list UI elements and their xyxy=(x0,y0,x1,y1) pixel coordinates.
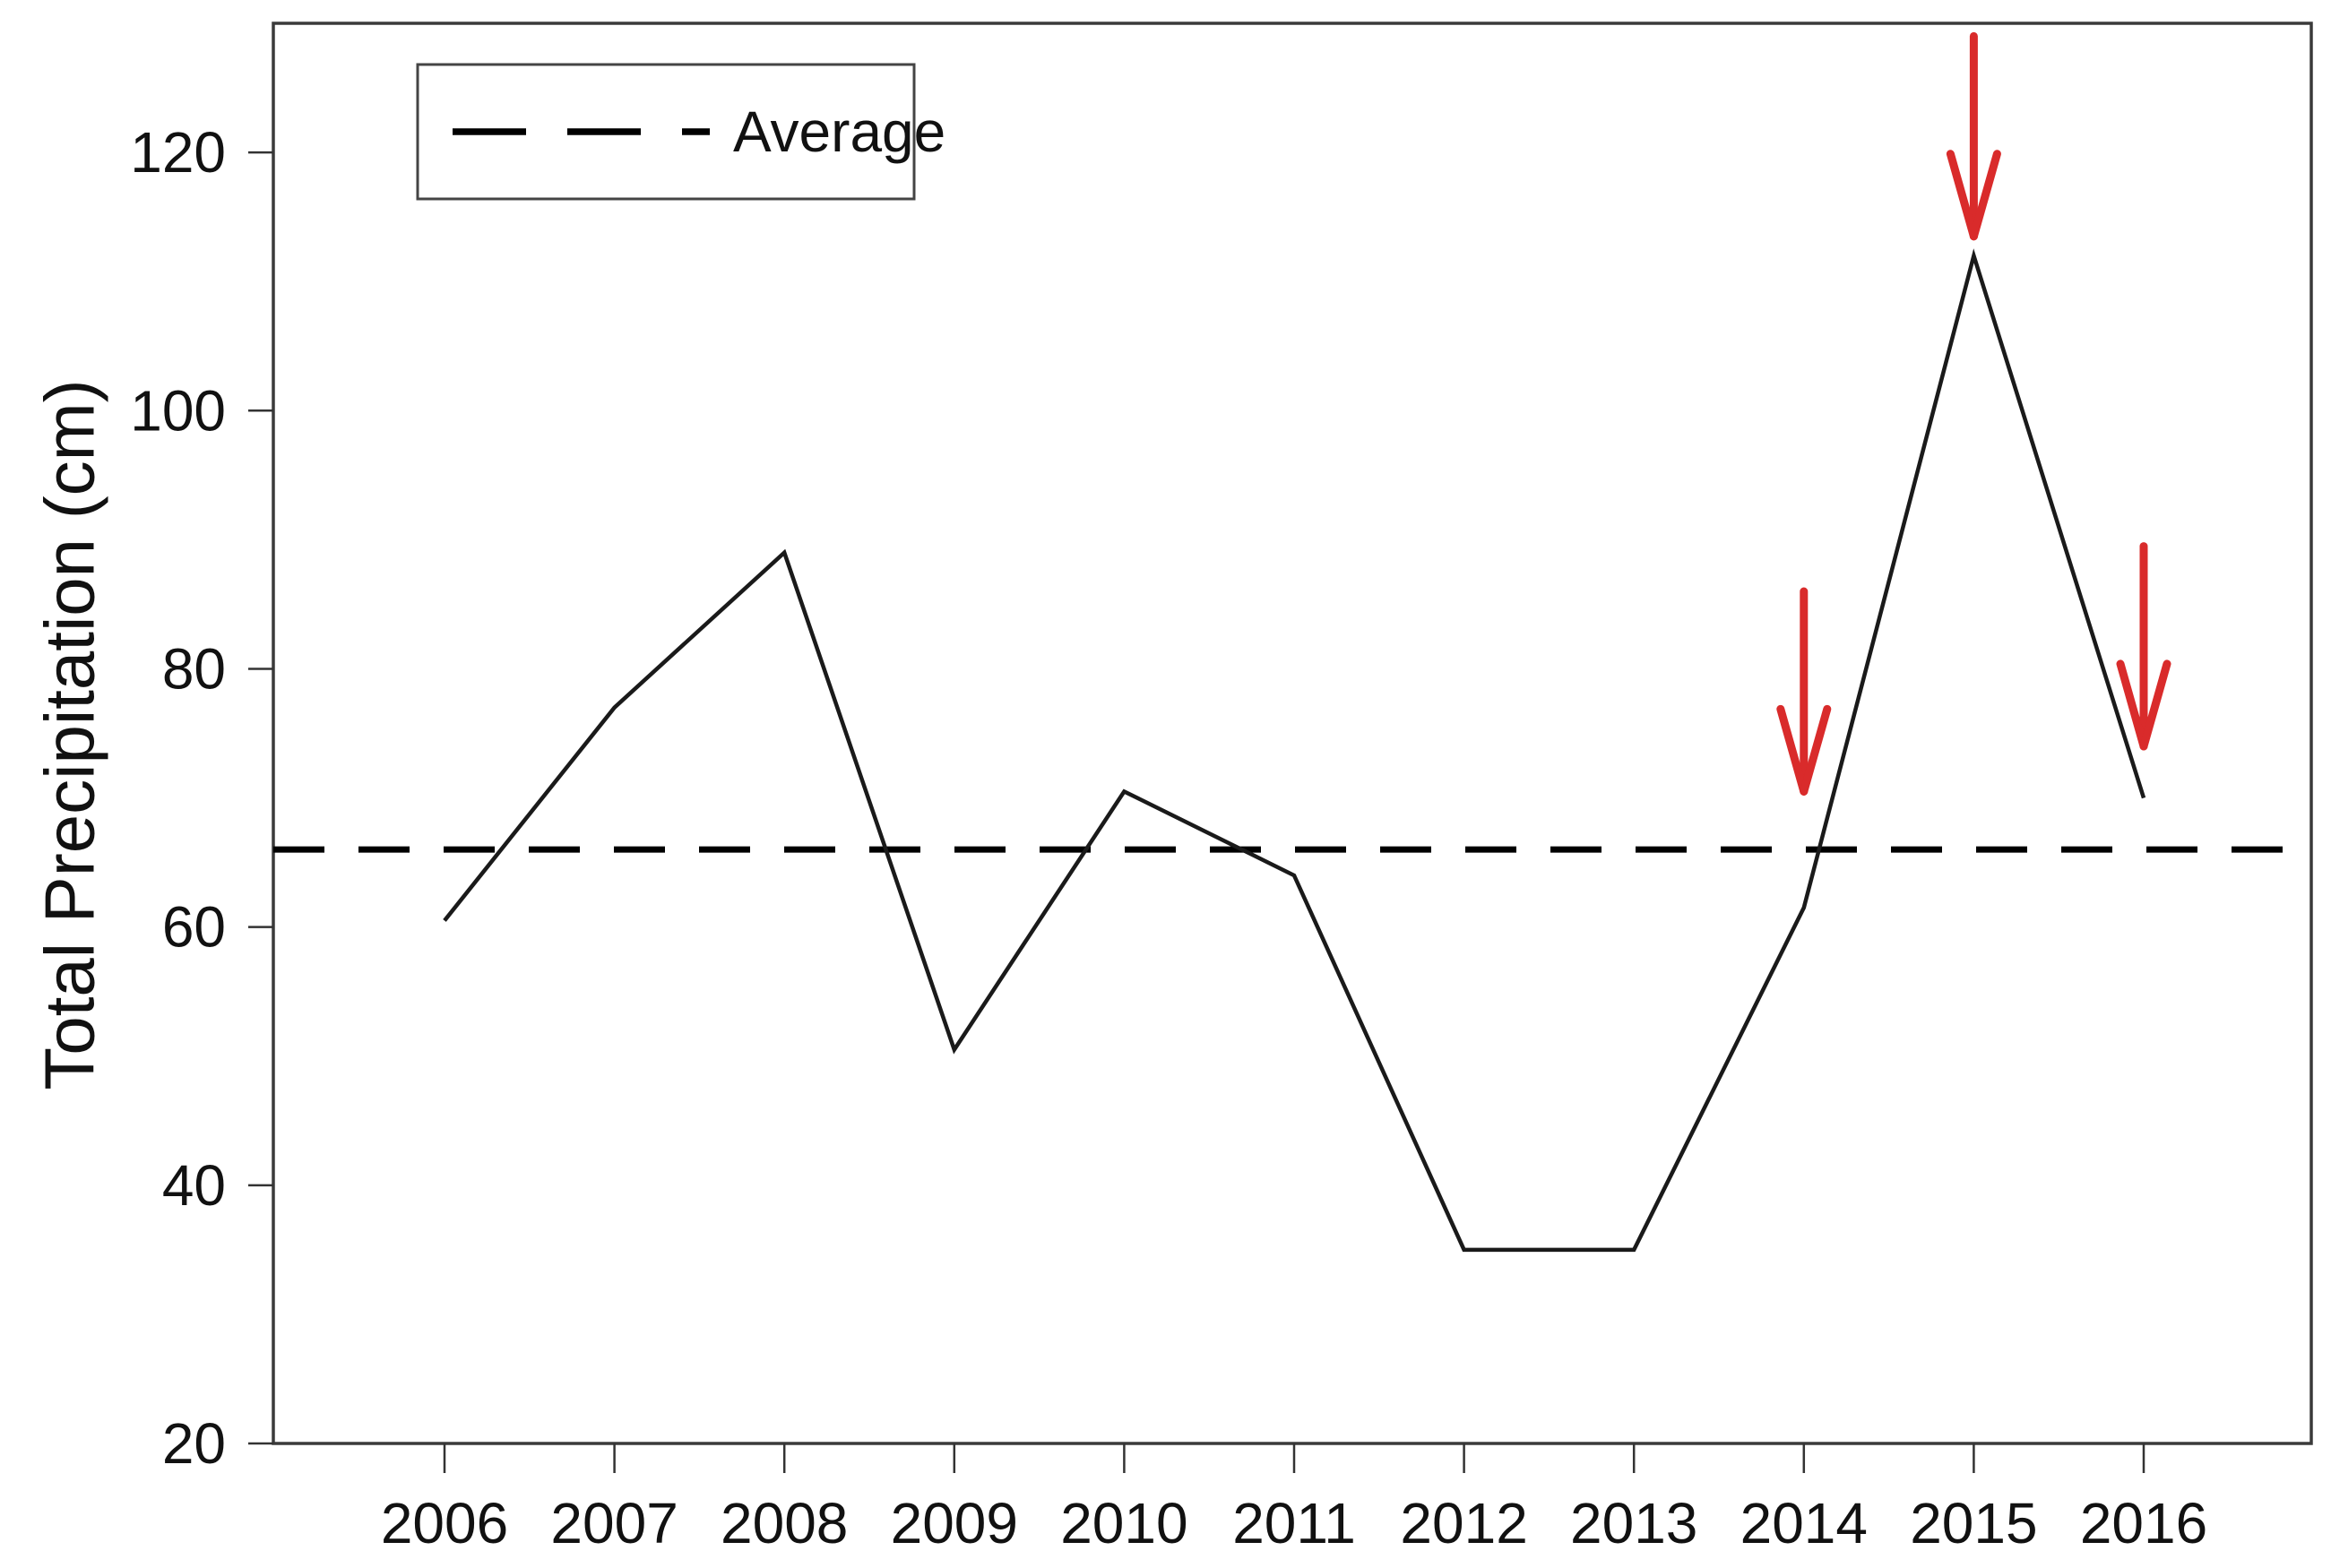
y-tick-label: 20 xyxy=(162,1411,226,1476)
x-axis: 2006 2007 2008 2009 2010 2011 2012 2013 2014 2015… xyxy=(381,1443,2207,1555)
annotation-arrows xyxy=(1776,31,2171,796)
legend-label: Average xyxy=(733,99,945,164)
y-axis: 20 40 60 80 100 120 xyxy=(130,120,273,1476)
x-tick-label: 2008 xyxy=(721,1491,848,1555)
arrow-barb-left xyxy=(1946,150,1978,241)
x-tick-label: 2013 xyxy=(1570,1491,1697,1555)
y-tick-label: 100 xyxy=(130,378,226,443)
arrow-barb-right xyxy=(2139,659,2171,751)
down-arrow-icon xyxy=(2116,542,2171,751)
precipitation-line xyxy=(443,248,2146,1253)
x-tick-label: 2010 xyxy=(1060,1491,1187,1555)
arrow-barb-right xyxy=(1800,704,1832,796)
arrow-barb-right xyxy=(1969,150,2001,241)
y-tick-label: 120 xyxy=(130,120,226,185)
down-arrow-icon xyxy=(1776,587,1832,796)
arrow-barb-left xyxy=(1776,704,1809,796)
x-tick-label: 2015 xyxy=(1910,1491,2037,1555)
x-tick-label: 2006 xyxy=(381,1491,508,1555)
y-tick-label: 80 xyxy=(162,636,226,701)
plot-border xyxy=(272,22,2313,1445)
y-tick-label: 40 xyxy=(162,1153,226,1218)
x-tick-label: 2009 xyxy=(891,1491,1018,1555)
x-tick-label: 2007 xyxy=(550,1491,678,1555)
down-arrow-icon xyxy=(1946,31,2001,241)
legend: Average xyxy=(416,63,945,201)
y-tick-label: 60 xyxy=(162,895,226,960)
x-tick-label: 2011 xyxy=(1232,1491,1356,1555)
x-tick-label: 2014 xyxy=(1740,1491,1868,1555)
arrow-barb-left xyxy=(2116,659,2148,751)
x-tick-label: 2016 xyxy=(2080,1491,2207,1555)
x-tick-label: 2012 xyxy=(1400,1491,1527,1555)
